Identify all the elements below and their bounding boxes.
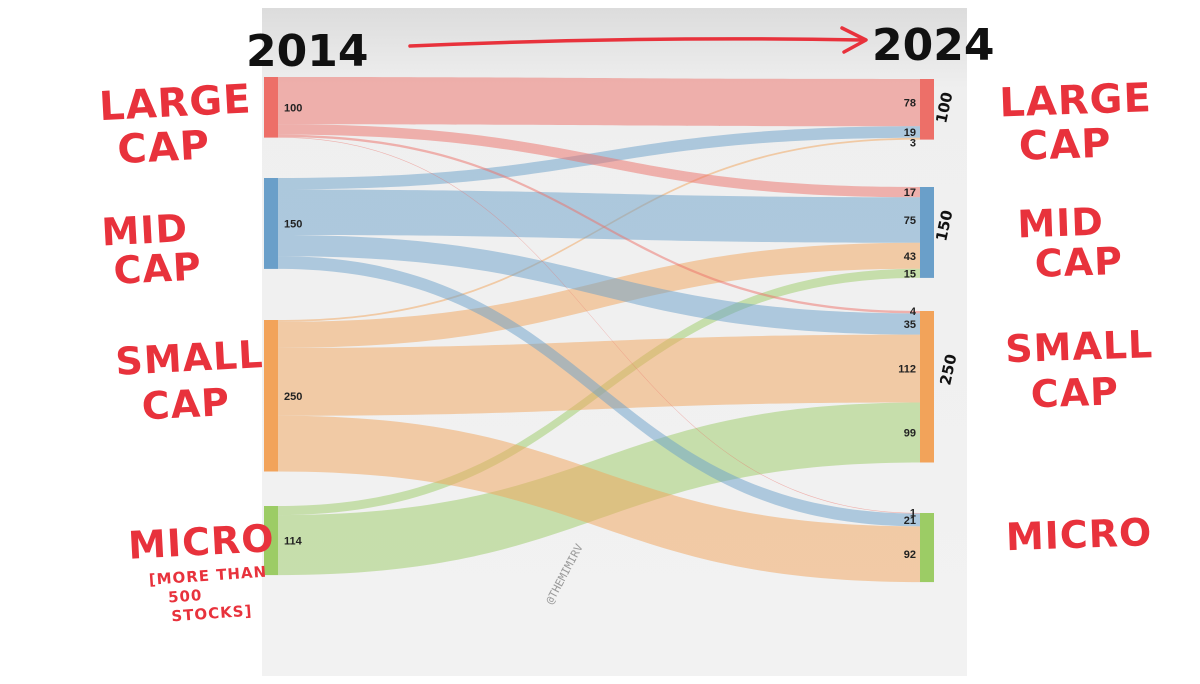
right-label-small-line2: CAP [1030, 369, 1120, 416]
flow-label-mid-to-large: 19 [904, 127, 916, 139]
right-label-mid: MID CAP [1017, 199, 1124, 286]
flow-label-small-to-small: 112 [898, 364, 916, 376]
micro-note-line2: 500 [167, 586, 202, 606]
right-label-micro-line1: MICRO [1005, 510, 1153, 559]
right-label-mid-line1: MID [1017, 199, 1105, 246]
left-label-large-line2: CAP [116, 122, 211, 173]
left-label-small-line2: CAP [141, 380, 231, 429]
flow-label-large-to-small: 4 [910, 306, 917, 318]
flow-labels: 78 193 17 75 43 15 435 112 99 121 92 [898, 98, 917, 562]
flow-label-large-to-large: 78 [904, 98, 916, 110]
flow-label-small-to-micro: 92 [904, 549, 916, 561]
start-year: 2014 [246, 26, 368, 77]
left-node-micro [264, 506, 278, 576]
left-node-value-large: 100 [284, 102, 302, 114]
right-label-mid-line2: CAP [1034, 239, 1124, 286]
flow-label-mid-to-mid: 75 [904, 215, 916, 227]
flow-small-to-micro [278, 415, 920, 583]
micro-note: [MORE THAN 500 STOCKS] [148, 563, 267, 626]
left-label-large: LARGE CAP [98, 76, 253, 173]
right-label-small-line1: SMALL [1004, 322, 1153, 371]
right-label-small: SMALL CAP [1004, 322, 1153, 416]
flow-large-to-mid [278, 124, 920, 198]
flow-mid-to-micro [278, 256, 920, 527]
right-node-mid [920, 187, 934, 278]
left-label-mid-line2: CAP [112, 244, 202, 293]
end-year: 2024 [872, 20, 994, 71]
flow-large-to-micro [278, 136, 920, 514]
flow-label-mid-to-micro: 21 [904, 515, 916, 527]
nodes: 100 150 250 114 [264, 77, 934, 583]
right-node-micro [920, 513, 934, 583]
flow-label-large-to-mid: 17 [904, 187, 916, 199]
flow-label-small-to-mid: 43 [904, 251, 916, 263]
right-label-large-line2: CAP [1018, 121, 1112, 170]
micro-note-line1: [MORE THAN [148, 563, 267, 589]
left-label-mid-line1: MID [100, 206, 189, 254]
left-label-mid: MID CAP [100, 206, 202, 293]
flow-mid-to-mid [278, 189, 920, 243]
flow-label-large-to-micro: 1 [910, 507, 916, 519]
flow-links [278, 77, 920, 583]
flow-small-to-small [278, 334, 920, 416]
left-label-micro-line1: MICRO [127, 516, 276, 568]
right-label-large-line1: LARGE [999, 75, 1153, 126]
right-label-large: LARGE CAP [999, 75, 1153, 170]
flow-label-micro-to-mid: 15 [904, 268, 916, 280]
left-label-micro: MICRO [127, 516, 276, 568]
left-node-value-mid: 150 [284, 218, 302, 230]
left-node-value-small: 250 [284, 391, 302, 403]
left-label-small: SMALL CAP [114, 332, 264, 429]
flow-label-small-to-large: 3 [910, 138, 916, 150]
right-node-small [920, 311, 934, 463]
flow-mid-to-small [278, 234, 920, 335]
left-label-small-line1: SMALL [114, 332, 264, 384]
left-node-mid [264, 178, 278, 269]
arrow-icon [408, 26, 868, 54]
flow-large-to-small [278, 134, 920, 314]
right-node-large [920, 79, 934, 140]
flow-label-micro-to-small: 99 [904, 428, 916, 440]
flow-label-mid-to-small: 35 [904, 319, 916, 331]
left-node-large [264, 77, 278, 138]
micro-note-line3: STOCKS] [171, 602, 253, 626]
right-label-micro: MICRO [1005, 510, 1153, 559]
left-label-large-line1: LARGE [98, 76, 253, 130]
flow-large-to-large [278, 77, 920, 127]
left-node-value-micro: 114 [284, 536, 303, 548]
left-node-small [264, 320, 278, 472]
